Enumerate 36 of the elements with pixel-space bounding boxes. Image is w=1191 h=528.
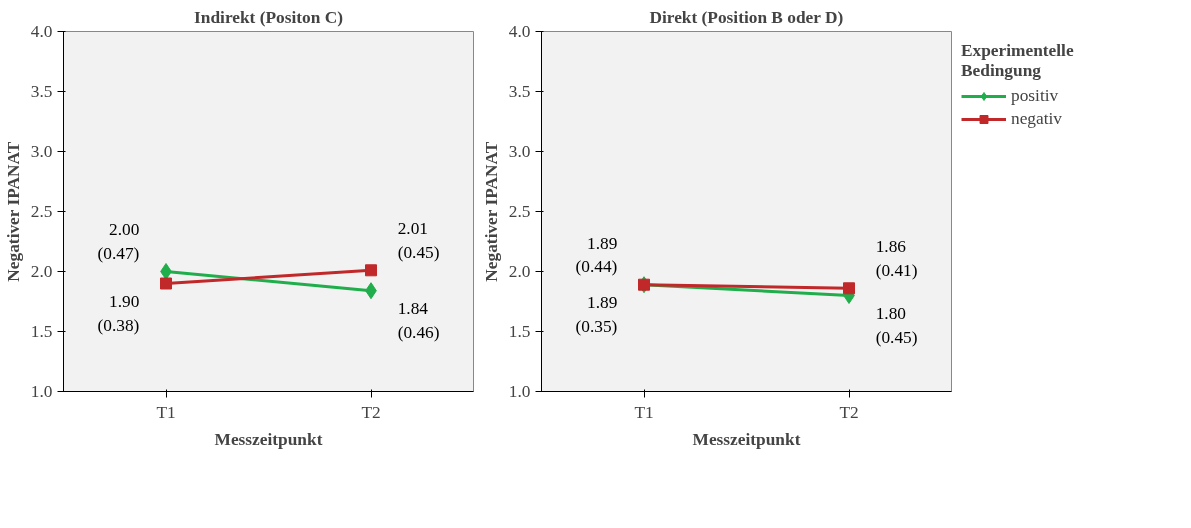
text: 2.0 — [508, 262, 531, 281]
text: 1.0 — [30, 382, 53, 401]
legend-label: negativ — [1011, 109, 1063, 129]
text: 3.0 — [30, 142, 53, 161]
text: 4.0 — [508, 22, 531, 41]
text: 3.5 — [508, 82, 531, 101]
y-axis-title: Negativer IPANAT — [3, 141, 23, 282]
x-tick-label: T2 — [361, 402, 381, 422]
chart-title: Indirekt (Positon C) — [194, 7, 344, 27]
x-tick-label: T1 — [634, 402, 654, 422]
x-tick-label: T1 — [156, 402, 176, 422]
data-label: 1.84 (0.46) — [397, 299, 440, 342]
point — [365, 264, 377, 277]
text: 2.5 — [30, 202, 53, 221]
text: 2.5 — [508, 202, 531, 221]
legend-label: positiv — [1011, 86, 1059, 106]
data-label: 1.89 (0.44) — [575, 233, 618, 277]
text: 3.5 — [30, 82, 53, 101]
data-label: 1.89 (0.35) — [575, 293, 618, 336]
text: 4.0 — [30, 22, 53, 41]
data-label: 1.90 (0.38) — [97, 291, 140, 335]
text: 1.0 — [508, 382, 531, 401]
data-label: 2.00 (0.47) — [97, 220, 140, 264]
chart-title: Direkt (Position B oder D) — [649, 7, 844, 27]
text: 3.0 — [508, 142, 531, 161]
data-label: 2.01 (0.45) — [397, 219, 440, 262]
text: 2.0 — [30, 262, 53, 281]
text: 1.5 — [508, 322, 531, 341]
x-axis-title: Messzeitpunkt — [692, 429, 801, 449]
y-axis-title: Negativer IPANAT — [481, 141, 501, 282]
point — [160, 277, 172, 290]
data-label: 1.80 (0.45) — [875, 303, 918, 347]
data-label: 1.86 (0.41) — [875, 237, 918, 280]
text: 1.5 — [30, 322, 53, 341]
x-tick-label: T2 — [839, 402, 859, 422]
x-axis-title: Messzeitpunkt — [214, 429, 323, 449]
